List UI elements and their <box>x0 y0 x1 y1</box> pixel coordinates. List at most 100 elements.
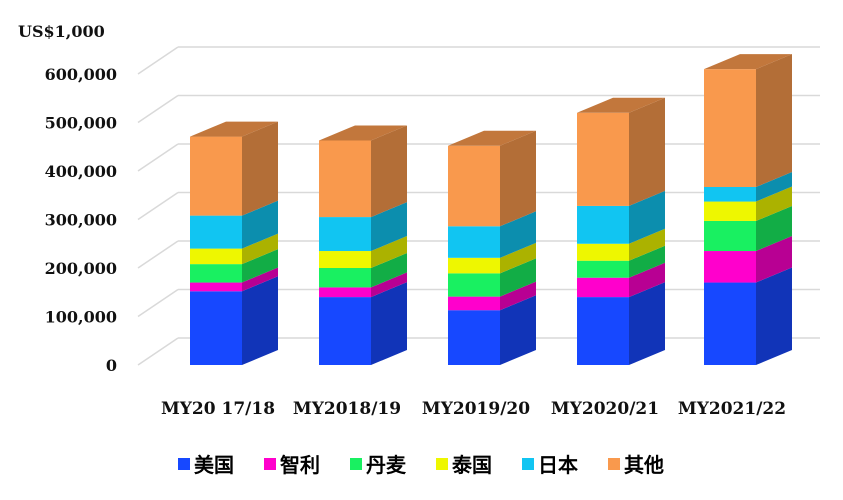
legend-label: 丹麦 <box>366 453 406 477</box>
legend-item: 丹麦 <box>350 449 406 478</box>
bar-front <box>704 282 756 365</box>
bar-front <box>448 257 500 274</box>
legend-label: 智利 <box>280 453 320 477</box>
bar-front <box>577 205 629 244</box>
bar-segment <box>448 295 536 365</box>
bar-side <box>629 245 665 278</box>
bar-segment <box>577 245 665 278</box>
bar-side <box>371 202 407 252</box>
bar-segment <box>448 130 536 227</box>
bar-segment <box>190 233 278 265</box>
bar-side <box>629 228 665 261</box>
bar-front <box>704 187 756 202</box>
bar-segment <box>577 282 665 365</box>
bar-segment <box>319 282 407 365</box>
bar-segment <box>448 281 536 311</box>
bar-front <box>448 310 500 365</box>
bar-segment <box>190 276 278 365</box>
bar-front <box>190 282 242 292</box>
x-tick-label: MY2020/21 <box>551 399 659 419</box>
x-tick-label: MY2019/20 <box>422 399 530 419</box>
bar-segment <box>319 236 407 268</box>
bar-front <box>704 201 756 221</box>
bar-front <box>190 248 242 265</box>
y-tick-label: 600,000 <box>45 65 117 84</box>
bar-segment <box>704 205 792 252</box>
gridline-diagonal <box>137 94 179 124</box>
bar-front <box>319 268 371 288</box>
bar-front <box>577 297 629 365</box>
bar-side <box>756 267 792 365</box>
bar-side <box>756 172 792 202</box>
bar-segment <box>190 267 278 292</box>
bar-front <box>577 260 629 278</box>
bar-front <box>704 69 756 188</box>
bar-side <box>242 267 278 292</box>
x-tick-label: MY2021/22 <box>678 399 786 419</box>
bar-front <box>190 264 242 283</box>
gridline-diagonal <box>137 143 179 172</box>
bar-side <box>242 249 278 283</box>
bar-side <box>242 121 278 216</box>
bar-front <box>190 215 242 249</box>
bar-side <box>371 282 407 365</box>
bar-side <box>500 130 536 227</box>
bar-side <box>629 190 665 244</box>
bar-segment <box>704 236 792 283</box>
bar-front <box>448 145 500 227</box>
bar-segment <box>577 262 665 298</box>
bar-side <box>500 258 536 297</box>
x-tick-label: MY2018/19 <box>293 399 401 419</box>
bar-segment <box>704 186 792 221</box>
bar-side <box>629 262 665 298</box>
bar-side <box>371 125 407 218</box>
bar-segment <box>448 211 536 258</box>
bar-segment <box>190 249 278 283</box>
bar-top <box>577 97 665 113</box>
bar-side <box>371 253 407 288</box>
gridline-diagonal <box>137 288 179 318</box>
gridline-diagonal <box>137 46 179 75</box>
bar-segment <box>577 97 665 206</box>
bar-segment <box>448 242 536 274</box>
legend: 美国 智利 丹麦 泰国 日本 其他 <box>178 449 694 478</box>
bar-top <box>448 130 536 146</box>
legend-item: 其他 <box>608 449 664 478</box>
y-unit-label: US$1,000 <box>18 22 105 41</box>
bar-side <box>500 211 536 258</box>
bar-front <box>319 297 371 365</box>
bar-segment <box>448 258 536 297</box>
bar-front <box>190 136 242 216</box>
bar-segment <box>319 202 407 252</box>
x-tick-label: MY20 17/18 <box>161 399 275 419</box>
legend-label: 日本 <box>538 453 578 477</box>
bar-side <box>371 272 407 298</box>
y-tick-label: 0 <box>106 356 117 375</box>
bar-side <box>629 282 665 365</box>
legend-swatch <box>608 457 620 470</box>
legend-swatch <box>436 457 448 470</box>
bar-segment <box>577 228 665 261</box>
bar-front <box>704 220 756 252</box>
legend-label: 其他 <box>624 453 664 477</box>
bar-front <box>319 251 371 268</box>
gridline-diagonal <box>137 337 179 366</box>
x-axis-labels: MY20 17/18 MY2018/19 MY2019/20 MY2020/21 MY2… <box>161 399 786 419</box>
y-tick-label: 200,000 <box>45 259 117 278</box>
bar-front <box>704 251 756 283</box>
legend-label: 泰国 <box>452 453 492 477</box>
legend-item: 智利 <box>264 449 320 478</box>
bar-side <box>629 97 665 206</box>
y-axis-ticks: 0 100,000 200,000 300,000 400,000 500,000 600,… <box>45 65 117 375</box>
bar-segment <box>704 54 792 188</box>
gridline-diagonal <box>137 191 179 221</box>
bars <box>190 54 792 365</box>
bar-side <box>500 242 536 274</box>
bar-front <box>448 273 500 297</box>
bar-segment <box>319 125 407 218</box>
y-tick-label: 500,000 <box>45 114 117 133</box>
bar-side <box>756 236 792 283</box>
bar-side <box>371 236 407 268</box>
bar-side <box>500 281 536 311</box>
bar-top <box>190 121 278 137</box>
